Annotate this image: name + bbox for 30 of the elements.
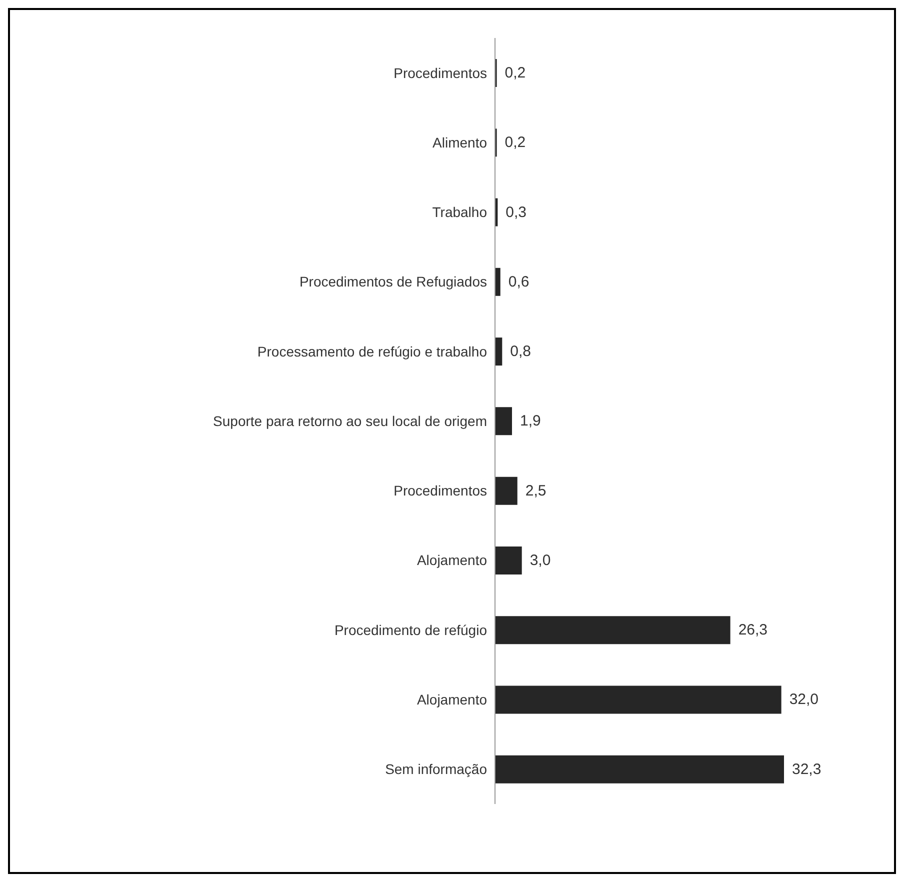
y-tick-label: Procedimentos [394, 64, 487, 81]
bar [495, 338, 502, 366]
bar [495, 546, 522, 574]
y-tick-label: Alojamento [416, 692, 488, 708]
data-label: 0,6 [508, 273, 530, 290]
y-tick-label: Suporte para retorno ao seu local de origem [213, 412, 487, 429]
data-label: 1,9 [520, 412, 541, 430]
y-tick-label: Processamento de refúgio e trabalho [257, 343, 488, 360]
y-tick-label: Alojamento [416, 552, 488, 568]
bar [495, 686, 782, 714]
bar [495, 616, 730, 644]
data-label: 2,5 [525, 482, 546, 500]
bar [495, 268, 500, 296]
data-label: 32,0 [789, 691, 819, 708]
data-label: 0,3 [506, 204, 527, 221]
y-tick-label: Alimento [432, 134, 488, 150]
data-label: 3,0 [530, 552, 551, 569]
data-label: 26,3 [738, 622, 768, 639]
data-label: 32,3 [792, 760, 822, 778]
bar [495, 755, 784, 784]
data-label: 0,2 [504, 134, 526, 152]
y-tick-label: Sem informação [385, 761, 488, 778]
bar [495, 476, 518, 505]
data-label: 0,8 [510, 343, 532, 360]
y-tick-label: Trabalho [432, 204, 488, 220]
y-tick-label: Procedimento de refúgio [334, 622, 488, 638]
y-tick-label: Procedimentos [394, 482, 487, 499]
y-tick-label: Procedimentos de Refugiados [299, 274, 487, 290]
data-label: 0,2 [504, 64, 526, 82]
bar [495, 407, 512, 436]
